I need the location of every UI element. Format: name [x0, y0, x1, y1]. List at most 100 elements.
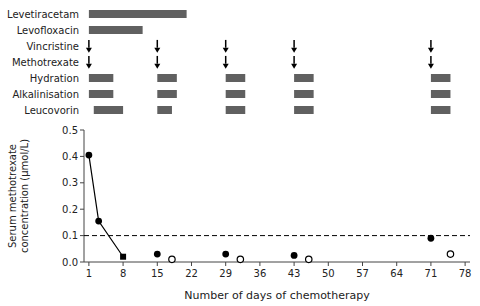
x-tick-label: 1 [86, 268, 92, 279]
x-tick [225, 262, 226, 266]
x-tick-label: 43 [288, 268, 301, 279]
x-tick [465, 262, 466, 266]
x-tick [328, 262, 329, 266]
schedule-bar [226, 74, 246, 82]
x-tick [259, 262, 260, 266]
schedule-bar [157, 106, 172, 114]
schedule-marks [86, 10, 451, 114]
schedule-bar [294, 90, 314, 98]
x-tick-label: 22 [185, 268, 198, 279]
schedule-bar [226, 106, 246, 114]
arrow-shaft [88, 40, 90, 48]
x-tick-label: 57 [356, 268, 369, 279]
arrow-head [86, 48, 92, 53]
open-point [306, 256, 312, 262]
y-tick [80, 182, 84, 183]
axes: 18152229364350576471780.00.10.20.30.40.5 [62, 125, 471, 280]
y-tick-label: 0.2 [62, 204, 78, 215]
y-tick-label: 0.1 [62, 230, 78, 241]
dose-arrow [86, 56, 92, 69]
y-tick [80, 262, 84, 263]
schedule-bar [94, 106, 123, 114]
arrow-shaft [430, 40, 432, 48]
arrow-head [291, 48, 297, 53]
arrow-head [154, 64, 160, 69]
row-label: Levofloxacin [17, 25, 79, 36]
schedule-bar [89, 90, 113, 98]
arrow-shaft [430, 56, 432, 64]
x-tick [191, 262, 192, 266]
y-tick-label: 0.0 [62, 257, 78, 268]
y-axis-line [84, 130, 85, 262]
x-tick-label: 50 [322, 268, 335, 279]
y-tick [80, 130, 84, 131]
x-tick [430, 262, 431, 266]
x-tick-label: 36 [254, 268, 267, 279]
schedule-bar [431, 74, 451, 82]
y-tick-label: 0.4 [62, 151, 78, 162]
y-tick-label: 0.3 [62, 177, 78, 188]
chart: Levetiracetam Levofloxacin Vincristine Meth… [0, 0, 480, 306]
dose-arrow [428, 40, 434, 53]
row-label: Methotrexate [12, 57, 79, 68]
arrow-shaft [225, 56, 227, 64]
arrow-head [86, 64, 92, 69]
dose-arrow [291, 40, 297, 53]
row-label: Leucovorin [24, 105, 79, 116]
schedule-bar [89, 26, 143, 34]
arrow-head [223, 48, 229, 53]
filled-point [85, 152, 92, 159]
x-tick [157, 262, 158, 266]
dose-arrow [154, 56, 160, 69]
filled-point [222, 251, 229, 258]
line [89, 155, 123, 257]
dose-arrow [428, 56, 434, 69]
arrow-shaft [293, 40, 295, 48]
arrow-head [223, 64, 229, 69]
x-tick [294, 262, 295, 266]
schedule-bar [89, 74, 113, 82]
y-tick [80, 209, 84, 210]
filled-point [428, 235, 435, 242]
arrow-shaft [88, 56, 90, 64]
dose-arrow [154, 40, 160, 53]
dose-arrow [86, 40, 92, 53]
threshold-line [84, 235, 470, 236]
x-tick-label: 64 [390, 268, 403, 279]
row-label: Hydration [30, 73, 79, 84]
square-point [120, 254, 126, 260]
arrow-shaft [293, 56, 295, 64]
schedule-bar [294, 74, 314, 82]
x-tick-label: 71 [425, 268, 438, 279]
arrow-shaft [157, 56, 159, 64]
y-axis-label-line: Serum methotrexate [7, 144, 18, 248]
dose-arrow [291, 56, 297, 69]
x-tick-label: 15 [151, 268, 164, 279]
x-axis-line [84, 262, 470, 263]
plot-marks [84, 152, 470, 263]
x-axis-label: Number of days of chemotherapy [184, 289, 370, 302]
schedule-bar [431, 106, 451, 114]
y-tick [80, 235, 84, 236]
x-tick [123, 262, 124, 266]
arrow-shaft [225, 40, 227, 48]
schedule-bar [431, 90, 451, 98]
arrow-head [291, 64, 297, 69]
arrow-head [154, 48, 160, 53]
arrow-head [428, 48, 434, 53]
row-label: Vincristine [26, 41, 79, 52]
row-label: Alkalinisation [12, 89, 79, 100]
y-axis-label-line: concentration (μmol/L) [19, 139, 30, 253]
dose-arrow [223, 40, 229, 53]
open-point [169, 256, 175, 262]
y-tick-label: 0.5 [62, 125, 78, 136]
filled-point [95, 218, 102, 225]
row-label: Levetiracetam [7, 9, 79, 20]
y-axis-label: Serum methotrexateconcentration (μmol/L) [7, 139, 30, 253]
open-point [447, 251, 453, 257]
x-tick [362, 262, 363, 266]
filled-point [291, 252, 298, 259]
x-tick [396, 262, 397, 266]
arrow-head [428, 64, 434, 69]
schedule-bar [89, 10, 187, 18]
